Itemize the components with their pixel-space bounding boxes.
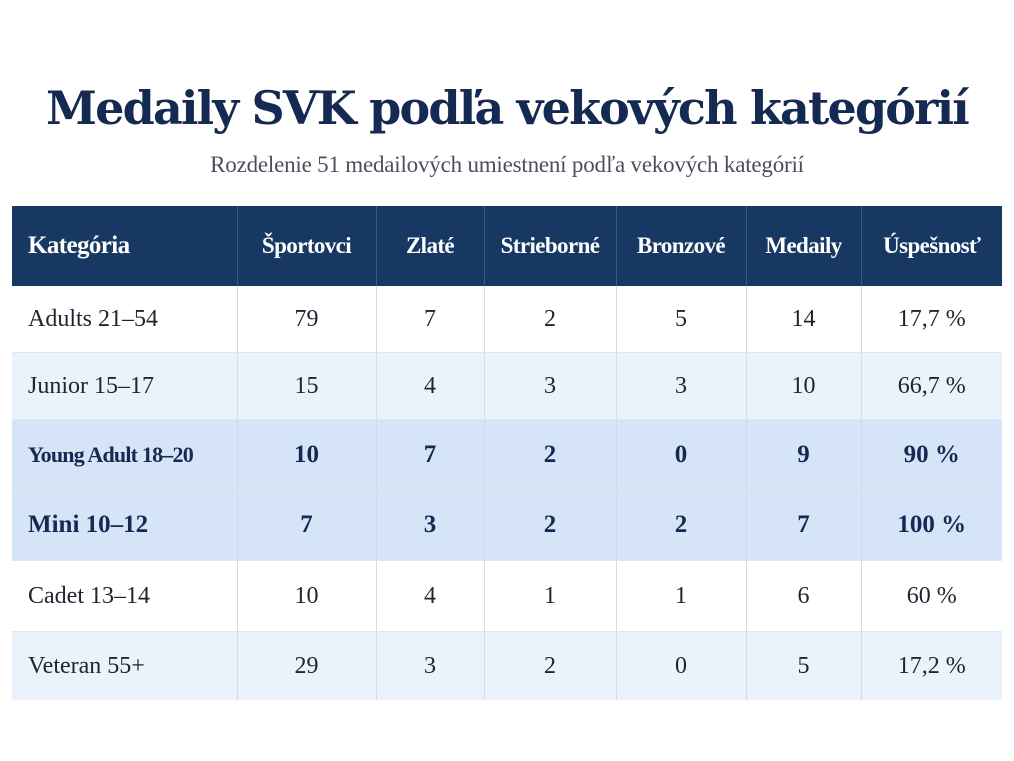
column-header-athletes: Športovci: [237, 206, 377, 286]
cell-bronze: 5: [616, 286, 747, 353]
column-header-gold: Zlaté: [376, 206, 485, 286]
cell-bronze: 1: [616, 560, 747, 632]
cell-athletes: 29: [237, 631, 377, 700]
cell-medals: 7: [746, 489, 862, 561]
cell-bronze: 2: [616, 489, 747, 561]
cell-athletes: 10: [237, 560, 377, 632]
cell-category: Young Adult 18–20: [12, 419, 238, 490]
cell-silver: 2: [484, 286, 617, 353]
medals-table: Kategória Športovci Zlaté Strieborné Bro…: [12, 206, 1002, 700]
cell-medals: 5: [746, 631, 862, 700]
column-header-medals: Medaily: [746, 206, 862, 286]
cell-category: Junior 15–17: [12, 352, 238, 420]
cell-bronze: 0: [616, 419, 747, 490]
cell-athletes: 15: [237, 352, 377, 420]
cell-category: Mini 10–12: [12, 489, 238, 561]
cell-category: Cadet 13–14: [12, 560, 238, 632]
cell-category: Adults 21–54: [12, 286, 238, 353]
table-row: Junior 15–17 15 4 3 3 10 66,7 %: [12, 352, 1002, 420]
column-header-bronze: Bronzové: [616, 206, 747, 286]
cell-success: 66,7 %: [861, 352, 1002, 420]
cell-medals: 14: [746, 286, 862, 353]
cell-category: Veteran 55+: [12, 631, 238, 700]
cell-success: 90 %: [861, 419, 1002, 490]
table-row-highlighted: Mini 10–12 7 3 2 2 7 100 %: [12, 489, 1002, 561]
page-subtitle: Rozdelenie 51 medailových umiestnení pod…: [210, 152, 804, 177]
cell-gold: 4: [376, 352, 485, 420]
cell-gold: 7: [376, 286, 485, 353]
table-row: Adults 21–54 79 7 2 5 14 17,7 %: [12, 286, 1002, 353]
cell-success: 100 %: [861, 489, 1002, 561]
cell-gold: 7: [376, 419, 485, 490]
table-row-highlighted: Young Adult 18–20 10 7 2 0 9 90 %: [12, 419, 1002, 490]
column-header-category: Kategória: [12, 206, 238, 286]
column-header-silver: Strieborné: [484, 206, 617, 286]
table-header-row: Kategória Športovci Zlaté Strieborné Bro…: [12, 206, 1002, 286]
cell-gold: 4: [376, 560, 485, 632]
cell-bronze: 3: [616, 352, 747, 420]
cell-silver: 3: [484, 352, 617, 420]
cell-athletes: 79: [237, 286, 377, 353]
cell-silver: 1: [484, 560, 617, 632]
cell-silver: 2: [484, 631, 617, 700]
cell-bronze: 0: [616, 631, 747, 700]
cell-medals: 9: [746, 419, 862, 490]
cell-gold: 3: [376, 631, 485, 700]
cell-silver: 2: [484, 419, 617, 490]
page-title: Medaily SVK podľa vekových kategórií: [46, 81, 970, 135]
cell-medals: 10: [746, 352, 862, 420]
cell-medals: 6: [746, 560, 862, 632]
cell-success: 17,2 %: [861, 631, 1002, 700]
cell-athletes: 7: [237, 489, 377, 561]
column-header-success: Úspešnosť: [861, 206, 1002, 286]
table-row: Cadet 13–14 10 4 1 1 6 60 %: [12, 560, 1002, 632]
cell-gold: 3: [376, 489, 485, 561]
cell-silver: 2: [484, 489, 617, 561]
cell-success: 17,7 %: [861, 286, 1002, 353]
cell-success: 60 %: [861, 560, 1002, 632]
table-row: Veteran 55+ 29 3 2 0 5 17,2 %: [12, 631, 1002, 700]
cell-athletes: 10: [237, 419, 377, 490]
